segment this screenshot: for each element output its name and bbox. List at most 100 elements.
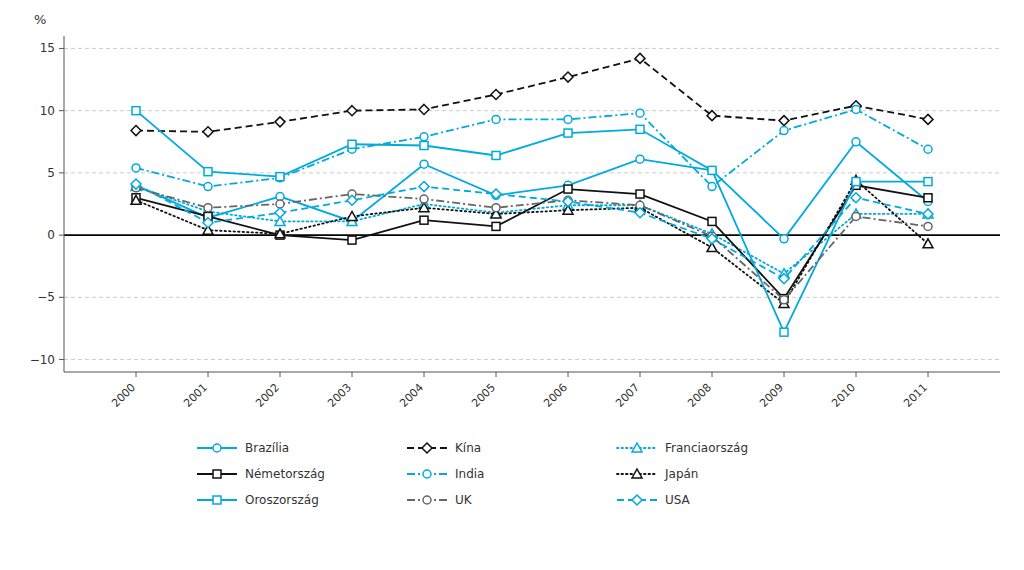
point [852,178,860,186]
series-line [136,180,928,303]
x-tick-label: 2000 [109,381,138,410]
series [131,53,933,136]
point [419,203,429,212]
point [492,151,500,159]
point [708,217,716,225]
point [131,126,141,136]
point [708,166,716,174]
series [132,105,932,190]
x-tick-label: 2003 [325,381,354,410]
y-tick-label: 10 [40,104,55,118]
series-line [136,58,928,131]
y-tick [59,235,64,236]
y-tick-label: 0 [47,228,55,242]
x-tick-label: 2010 [829,381,858,410]
legend-label: India [455,467,484,481]
plot-area [131,53,933,336]
legend-label: Németország [245,467,325,481]
point [204,168,212,176]
point [564,129,572,137]
point [636,155,644,163]
point [276,173,284,181]
series [132,181,932,302]
x-tick-label: 2001 [181,381,210,410]
point [708,166,716,174]
y-tick-label: 15 [40,41,55,55]
series [131,175,933,307]
point [204,204,212,212]
series [131,179,933,284]
x-tick-label: 2008 [685,381,714,410]
point [492,222,500,230]
chart: −10−505101520002001200220032004200520062… [0,0,1024,570]
point [851,193,861,203]
point [635,53,645,63]
series [131,182,933,278]
point [420,216,428,224]
point [852,138,860,146]
point [275,208,285,218]
x-tick [856,372,857,377]
y-axis-label: % [34,12,46,27]
point [564,115,572,123]
point [780,235,788,243]
point [491,89,501,99]
point [563,197,573,207]
point [420,195,428,203]
y-tick [59,172,64,173]
point [852,212,860,220]
x-tick [280,372,281,377]
legend-marker [423,470,431,478]
point [923,114,933,124]
y-tick [59,110,64,111]
point [348,140,356,148]
point [204,183,212,191]
point [924,178,932,186]
point [780,127,788,135]
legend-marker [632,495,642,505]
point [779,274,789,284]
series-line [136,111,928,333]
point [924,194,932,202]
y-tick [59,359,64,360]
x-tick-label: 2002 [253,381,282,410]
series-line [136,185,928,298]
x-tick [784,372,785,377]
y-tick-label: −10 [30,353,55,367]
point [852,105,860,113]
point [780,296,788,304]
x-tick-label: 2007 [613,381,642,410]
point [636,125,644,133]
legend-label: Kína [455,441,481,455]
x-tick [352,372,353,377]
legend-marker [423,496,431,504]
series-line [136,187,928,274]
legend-marker [632,469,642,478]
y-tick-label: 5 [47,166,55,180]
legend-marker [632,443,642,452]
grid-line [64,359,1000,360]
x-tick-label: 2005 [469,381,498,410]
series [132,107,932,337]
point [275,117,285,127]
legend-label: Oroszország [245,493,319,507]
series-line [136,142,928,239]
point [420,160,428,168]
x-tick [712,372,713,377]
point [420,142,428,150]
legend-label: Japán [664,467,698,481]
series-line [136,184,928,279]
point [419,104,429,114]
point [923,239,933,248]
legend: BrazíliaKínaFranciaországNémetországIndi… [197,441,748,507]
point [203,218,213,228]
series [132,184,932,304]
x-tick-label: 2009 [757,381,786,410]
legend-label: USA [665,493,691,507]
point [420,133,428,141]
x-tick [424,372,425,377]
point [347,195,357,205]
point [635,208,645,218]
point [348,236,356,244]
x-tick [136,372,137,377]
